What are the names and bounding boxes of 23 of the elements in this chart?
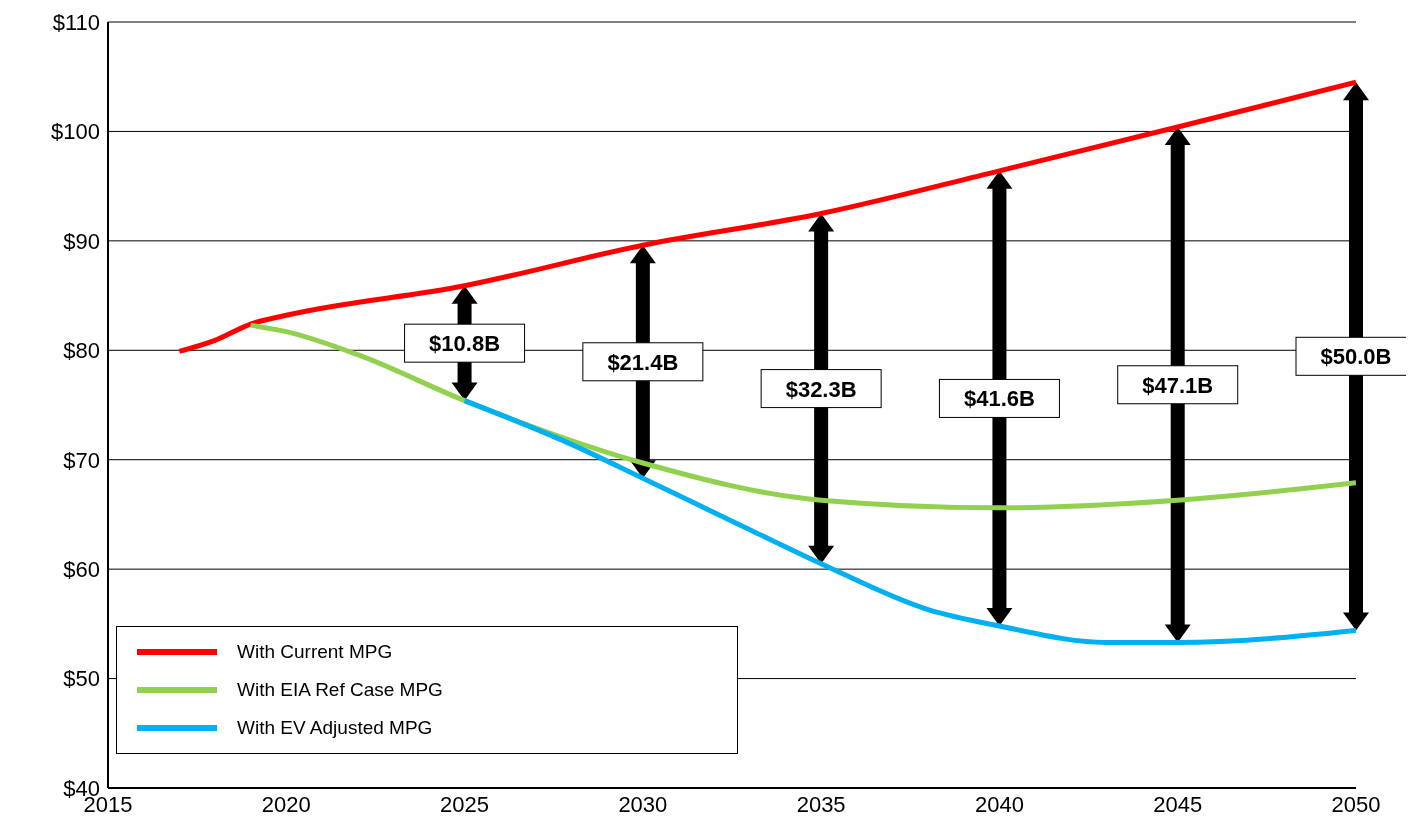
legend-label: With EIA Ref Case MPG xyxy=(237,679,443,701)
y-tick-label: $60 xyxy=(63,556,100,582)
x-tick-label: 2050 xyxy=(1331,791,1381,817)
x-tick-label: 2045 xyxy=(1153,791,1203,817)
x-tick-label: 2030 xyxy=(618,791,668,817)
y-tick-label: $80 xyxy=(63,338,100,364)
annotation: $47.1B xyxy=(1142,372,1214,398)
annotation: $41.6B xyxy=(963,386,1035,412)
annotation: $21.4B xyxy=(607,349,679,375)
annotation: $10.8B xyxy=(429,331,501,357)
annotation: $32.3B xyxy=(785,376,857,402)
x-tick-label: 2025 xyxy=(440,791,490,817)
y-tick-label: $90 xyxy=(63,228,100,254)
legend-label: With EV Adjusted MPG xyxy=(237,717,433,739)
y-tick-label: $50 xyxy=(63,666,100,692)
x-tick-label: 2020 xyxy=(261,791,311,817)
y-tick-label: $100 xyxy=(51,119,100,145)
y-tick-label: $70 xyxy=(63,447,100,473)
annotation: $50.0B xyxy=(1320,344,1392,370)
x-tick-label: 2035 xyxy=(796,791,846,817)
legend-label: With Current MPG xyxy=(237,641,393,663)
x-tick-label: 2040 xyxy=(974,791,1024,817)
y-tick-label: $110 xyxy=(52,9,100,35)
